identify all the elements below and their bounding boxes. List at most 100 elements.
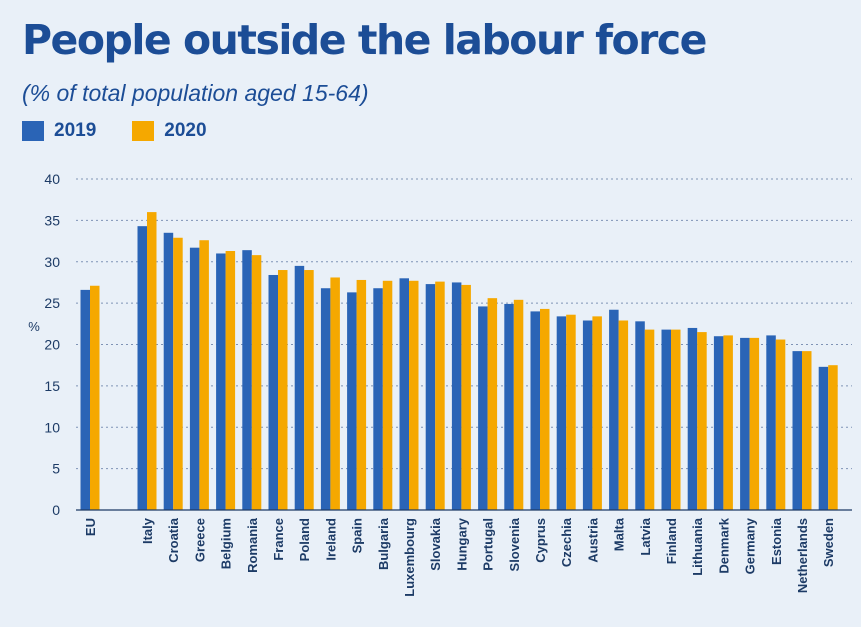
x-tick-label: Ireland <box>323 518 338 561</box>
x-tick-label: Spain <box>350 518 365 553</box>
bar-2019-portugal <box>478 306 488 510</box>
x-tick-label: Sweden <box>821 518 836 567</box>
bar-2019-malta <box>609 309 619 510</box>
legend-label-2020: 2020 <box>164 120 207 141</box>
y-tick-label: 25 <box>44 295 60 311</box>
x-tick-label: Slovenia <box>507 517 522 571</box>
bar-2020-austria <box>592 316 602 510</box>
chart-title: People outside the labour force <box>22 16 707 64</box>
bar-2020-belgium <box>225 250 236 510</box>
x-tick-label: Lithuania <box>690 517 705 576</box>
bar-2020-cyprus <box>540 308 550 510</box>
bar-2019-sweden <box>818 366 829 510</box>
bar-2020-slovenia <box>513 299 524 510</box>
bar-2019-denmark <box>713 336 724 510</box>
bar-2020-poland <box>304 270 314 510</box>
y-tick-label: 10 <box>44 419 60 435</box>
x-tick-label: Portugal <box>481 518 496 571</box>
bar-2020-luxembourg <box>409 280 419 510</box>
x-tick-label: Luxembourg <box>402 518 417 597</box>
axes: 0 5 10 15 20 25 30 35 40 EU Italy Croatia Greece Belg… <box>44 171 852 597</box>
x-tick-label: EU <box>83 518 98 536</box>
x-tick-label: Hungary <box>454 517 469 571</box>
bars <box>80 212 838 511</box>
chart-subtitle: (% of total population aged 15-64) <box>22 80 369 106</box>
x-tick-label: Cyprus <box>533 518 548 563</box>
bar-2019-finland <box>661 329 671 510</box>
x-tick-label: Finland <box>664 518 679 564</box>
bar-2019-italy <box>137 226 147 511</box>
x-tick-label: Italy <box>140 517 155 544</box>
bar-2019-lithuania <box>687 327 698 510</box>
x-tick-label: Netherlands <box>795 518 810 593</box>
bar-2019-belgium <box>216 253 226 510</box>
bar-2020-greece <box>199 240 209 511</box>
bar-2020-ireland <box>330 277 340 510</box>
legend-item-2020: 2020 <box>132 120 207 142</box>
x-tick-label: France <box>271 518 286 561</box>
bar-2020-estonia <box>775 339 786 510</box>
bar-2020-lithuania <box>697 332 707 510</box>
x-tick-label: Bulgaria <box>376 517 391 570</box>
bar-2020-italy <box>147 212 157 510</box>
legend-item-2019: 2019 <box>22 120 96 142</box>
y-tick-label: 15 <box>44 378 60 394</box>
bar-2019-latvia <box>635 321 645 510</box>
bar-2019-france <box>268 274 278 510</box>
x-tick-label: Greece <box>192 518 207 562</box>
x-tick-label: Germany <box>743 517 758 574</box>
bar-2020-bulgaria <box>382 280 393 510</box>
bar-2020-netherlands <box>802 351 812 510</box>
y-tick-label: 35 <box>44 212 60 228</box>
y-tick-label: 20 <box>44 337 60 353</box>
y-tick-label: 0 <box>52 502 60 518</box>
bar-2019-estonia <box>766 335 776 510</box>
bar-2019-luxembourg <box>399 278 409 510</box>
x-tick-label: Denmark <box>716 517 731 573</box>
bar-2020-eu <box>90 285 100 510</box>
bar-2019-slovakia <box>425 284 436 510</box>
bar-2019-cyprus <box>530 311 540 510</box>
bar-2019-czechia <box>556 316 567 510</box>
x-tick-label: Latvia <box>638 517 653 555</box>
x-tick-label: Estonia <box>769 517 784 565</box>
bar-2020-sweden <box>828 365 838 510</box>
legend-label-2019: 2019 <box>54 120 97 141</box>
legend-swatch-2019 <box>22 121 44 141</box>
bar-2019-eu <box>80 289 90 510</box>
bar-2020-czechia <box>566 314 576 510</box>
bar-2019-romania <box>242 250 252 511</box>
y-tick-label: 5 <box>52 461 60 477</box>
bar-2019-poland <box>294 265 305 510</box>
bar-2020-latvia <box>644 329 655 510</box>
bar-2020-france <box>278 270 288 510</box>
bar-2020-slovakia <box>435 281 445 510</box>
x-tick-label: Belgium <box>219 518 234 569</box>
y-tick-label: 30 <box>44 254 60 270</box>
x-tick-label: Croatia <box>166 517 181 563</box>
bar-2019-bulgaria <box>373 288 383 510</box>
bar-2019-hungary <box>451 282 462 510</box>
x-tick-label: Slovakia <box>428 517 443 571</box>
bar-2020-finland <box>671 329 681 510</box>
y-tick-label: 40 <box>44 171 60 187</box>
bar-2020-portugal <box>487 298 498 510</box>
bar-2020-romania <box>251 255 262 510</box>
bar-2020-spain <box>356 279 367 510</box>
x-tick-label: Poland <box>297 518 312 561</box>
bar-2020-hungary <box>461 284 471 510</box>
bar-2019-spain <box>347 292 357 510</box>
bar-2020-denmark <box>723 335 733 510</box>
legend-swatch-2020 <box>132 121 155 141</box>
bar-2019-netherlands <box>792 351 802 510</box>
bar-2019-slovenia <box>504 303 514 510</box>
x-tick-label: Czechia <box>559 517 574 567</box>
bar-2019-austria <box>582 320 593 510</box>
x-tick-label: Austria <box>585 517 600 563</box>
x-tick-label: Malta <box>612 517 627 551</box>
bar-2019-greece <box>189 247 200 510</box>
bar-2020-malta <box>618 320 629 510</box>
bar-2020-croatia <box>173 237 183 510</box>
x-tick-label: Romania <box>245 517 260 573</box>
